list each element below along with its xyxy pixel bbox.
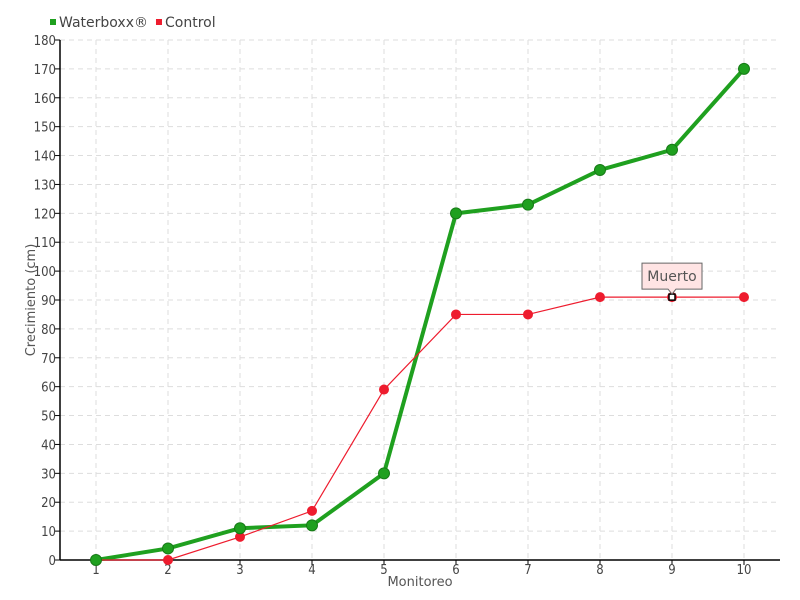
annotated-point-marker bbox=[668, 293, 676, 301]
data-point-waterboxx bbox=[90, 554, 102, 566]
x-tick-label: 3 bbox=[236, 563, 243, 578]
data-point-waterboxx bbox=[450, 207, 462, 220]
data-point-control bbox=[307, 505, 317, 516]
y-tick-label: 90 bbox=[41, 294, 56, 309]
series-line-waterboxx bbox=[95, 67, 746, 562]
data-point-control bbox=[739, 292, 749, 303]
data-point-control bbox=[379, 384, 389, 395]
x-tick-label: 7 bbox=[524, 563, 531, 578]
data-point-control bbox=[595, 292, 605, 303]
x-tick-label: 10 bbox=[737, 563, 752, 578]
y-tick-label: 30 bbox=[41, 467, 56, 482]
y-tick-label: 170 bbox=[34, 63, 56, 78]
y-tick-label: 130 bbox=[34, 178, 56, 193]
x-tick-label: 9 bbox=[668, 563, 675, 578]
y-tick-label: 10 bbox=[41, 525, 56, 540]
annotation-text: Muerto bbox=[647, 269, 696, 285]
data-point-waterboxx bbox=[522, 198, 534, 211]
y-axis-label: Crecimiento (cm) bbox=[24, 244, 39, 357]
y-tick-label: 0 bbox=[49, 554, 56, 569]
data-point-control bbox=[163, 555, 173, 565]
y-tick-label: 100 bbox=[34, 265, 56, 280]
data-point-waterboxx bbox=[594, 164, 606, 176]
data-point-waterboxx bbox=[666, 143, 678, 156]
y-tick-label: 120 bbox=[34, 207, 56, 222]
legend-label: Control bbox=[165, 15, 216, 31]
data-point-control bbox=[523, 309, 533, 320]
y-tick-label: 180 bbox=[34, 34, 56, 49]
y-tick-label: 70 bbox=[41, 352, 56, 367]
legend-swatch bbox=[155, 19, 162, 25]
y-tick-label: 60 bbox=[41, 381, 56, 396]
x-tick-label: 8 bbox=[596, 563, 603, 578]
x-axis-label: Monitoreo bbox=[387, 575, 452, 590]
x-tick-label: 5 bbox=[380, 563, 387, 578]
y-tick-label: 160 bbox=[34, 92, 56, 107]
y-tick-label: 50 bbox=[41, 410, 56, 425]
data-point-waterboxx bbox=[738, 62, 750, 75]
legend-label: Waterboxx® bbox=[59, 15, 148, 31]
x-tick-label: 1 bbox=[92, 563, 99, 578]
y-tick-label: 20 bbox=[41, 496, 56, 511]
y-tick-label: 80 bbox=[41, 323, 56, 338]
legend-swatch bbox=[50, 19, 56, 25]
y-tick-label: 150 bbox=[34, 121, 56, 136]
data-point-waterboxx bbox=[162, 542, 174, 555]
data-point-control bbox=[451, 309, 461, 320]
data-point-waterboxx bbox=[234, 522, 246, 535]
x-tick-label: 6 bbox=[452, 563, 459, 578]
x-tick-label: 4 bbox=[308, 563, 315, 578]
data-point-waterboxx bbox=[378, 467, 390, 480]
y-tick-label: 140 bbox=[34, 150, 56, 165]
data-point-waterboxx bbox=[306, 519, 318, 532]
y-tick-label: 40 bbox=[41, 438, 56, 453]
annotation-tooltip bbox=[641, 262, 703, 295]
y-tick-label: 110 bbox=[34, 236, 56, 251]
x-tick-label: 2 bbox=[164, 563, 171, 578]
series-line-control bbox=[96, 296, 744, 561]
